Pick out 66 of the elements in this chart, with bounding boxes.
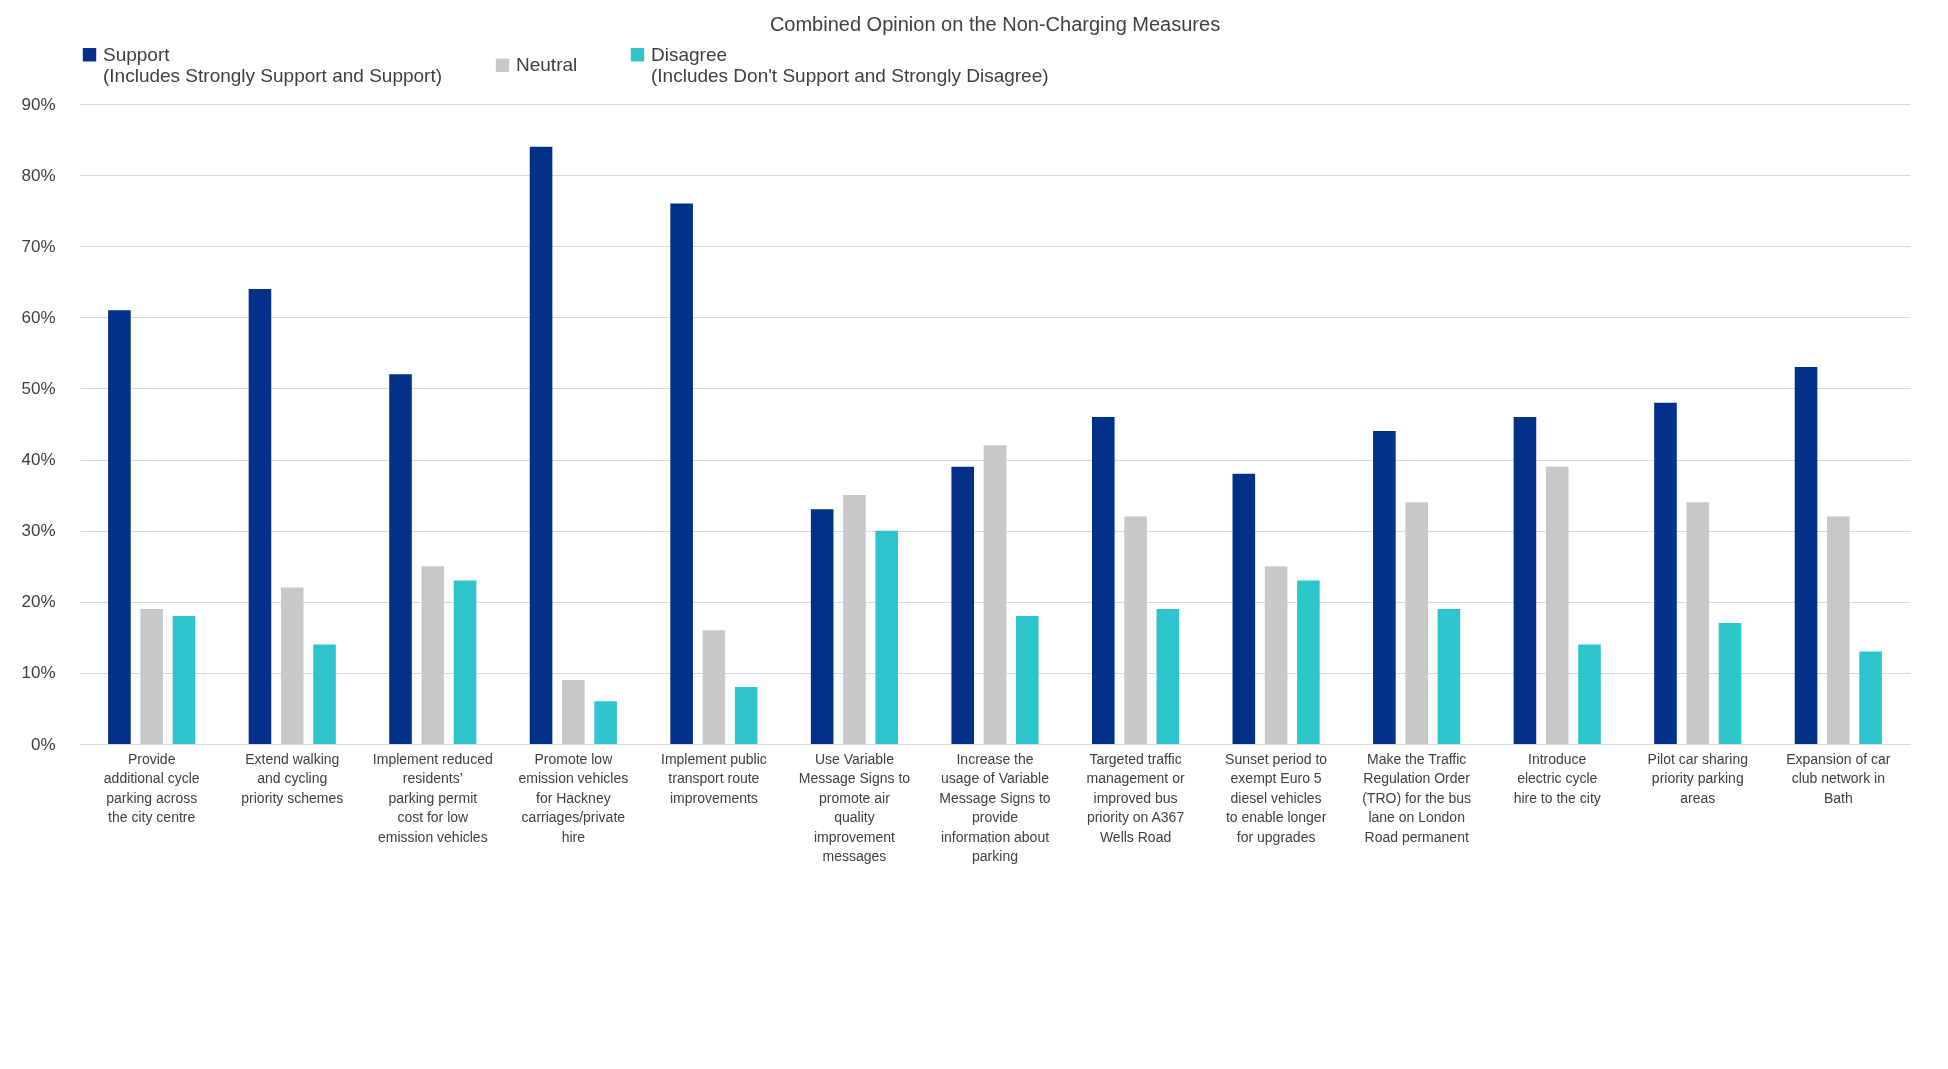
- x-tick-label: Increase the usage of Variable Message Signs to provide information about parking: [939, 750, 1051, 864]
- y-tick-label: 60%: [21, 307, 56, 327]
- bar: [1545, 466, 1569, 744]
- y-tick-label: 0%: [30, 734, 56, 754]
- chart-title: Combined Opinion on the Non-Charging Measures: [769, 13, 1221, 35]
- bar: [983, 445, 1007, 744]
- bar: [140, 608, 163, 744]
- bar: [1718, 623, 1742, 744]
- bar: [702, 630, 726, 744]
- x-tick-label: Provide additional cycle parking across the city centre: [103, 750, 200, 825]
- bar: [1654, 402, 1677, 744]
- legend-label: Neutral: [516, 54, 578, 76]
- bar: [810, 509, 834, 744]
- x-tick-label: Make the Traffic Regulation Order (TRO) for the bus lane on London Road permanent: [1362, 750, 1472, 845]
- bar: [1437, 608, 1461, 744]
- x-tick-label: Use Variable Message Signs to promote air quality improvement messages: [798, 750, 911, 864]
- bar: [1405, 502, 1428, 744]
- bar: [734, 687, 758, 744]
- bar: [1513, 416, 1537, 744]
- bar: [280, 587, 304, 744]
- bar: [313, 644, 336, 744]
- x-tick-label: Targeted traffic management or improved bus priority on A367 Wells Road: [1086, 750, 1185, 845]
- bar: [108, 310, 131, 744]
- y-tick-label: 40%: [21, 450, 56, 470]
- bar: [453, 580, 477, 744]
- bar: [1859, 651, 1882, 744]
- x-tick-label: Expansion of car club network in Bath: [1786, 750, 1891, 806]
- bar: [1156, 608, 1180, 744]
- bar: [421, 566, 445, 744]
- bar: [248, 288, 272, 744]
- y-tick-label: 50%: [21, 378, 56, 398]
- bar: [529, 146, 553, 744]
- x-tick-label: Introduce electric cycle hire to the city: [1513, 750, 1601, 806]
- bar: [1232, 473, 1256, 744]
- y-tick-label: 20%: [21, 592, 56, 612]
- x-tick-label: Implement reduced residents’ parking permit cost for low emission vehicles: [372, 750, 493, 845]
- bar: [1091, 416, 1115, 744]
- y-tick-label: 70%: [21, 236, 56, 256]
- bar: [1373, 431, 1396, 744]
- bar: [1015, 616, 1039, 744]
- bar: [1297, 580, 1320, 744]
- x-tick-label: Promote low emission vehicles for Hackney carriages/private hire: [518, 750, 629, 845]
- y-tick-label: 30%: [21, 521, 56, 541]
- bar: [594, 701, 617, 744]
- bar: [1827, 516, 1850, 744]
- legend-label: Support (Includes Strongly Support and Support): [103, 43, 443, 86]
- bar: [562, 680, 585, 744]
- bar: [1264, 566, 1288, 744]
- y-tick-label: 80%: [21, 165, 56, 185]
- x-tick-label: Pilot car sharing priority parking areas: [1647, 750, 1748, 806]
- bar: [875, 530, 899, 744]
- bar: [172, 616, 196, 744]
- x-tick-label: Sunset period to exempt Euro 5 diesel vehicles to enable longer for upgrades: [1225, 750, 1328, 845]
- bar: [1124, 516, 1147, 744]
- y-tick-label: 90%: [21, 94, 56, 114]
- legend-label: Disagree (Includes Don't Support and Strongly Disagree): [651, 43, 1049, 86]
- bar: [1794, 367, 1818, 744]
- x-tick-label: Extend walking and cycling priority schemes: [241, 750, 344, 806]
- bar: [1578, 644, 1601, 744]
- y-tick-label: 10%: [21, 663, 56, 683]
- bar: [670, 203, 693, 744]
- bar: [1686, 502, 1710, 744]
- bar: [389, 374, 412, 744]
- x-tick-label: Implement public transport route improvements: [660, 750, 767, 806]
- bar: [951, 466, 975, 744]
- bar: [843, 495, 866, 744]
